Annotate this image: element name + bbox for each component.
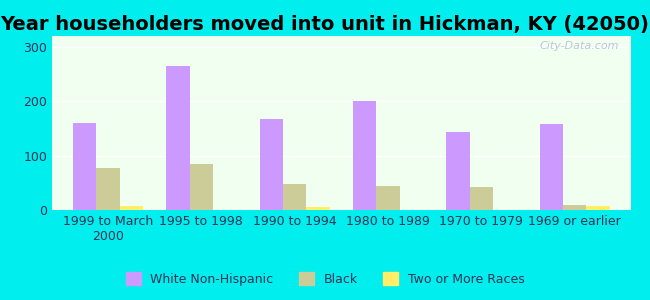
Bar xyxy=(259,118,283,210)
Bar xyxy=(166,66,190,210)
Bar xyxy=(120,206,143,210)
Text: City-Data.com: City-Data.com xyxy=(540,41,619,51)
Bar xyxy=(96,168,120,210)
Text: Year householders moved into unit in Hickman, KY (42050): Year householders moved into unit in Hic… xyxy=(1,15,649,34)
Bar xyxy=(446,132,469,210)
Bar xyxy=(190,164,213,210)
Bar xyxy=(283,184,306,210)
Bar xyxy=(563,205,586,210)
Bar xyxy=(469,187,493,210)
Bar xyxy=(376,185,400,210)
Bar xyxy=(353,101,376,210)
Bar xyxy=(586,206,610,210)
Bar xyxy=(306,207,330,210)
Bar xyxy=(540,124,563,210)
Legend: White Non-Hispanic, Black, Two or More Races: White Non-Hispanic, Black, Two or More R… xyxy=(120,267,530,291)
Bar xyxy=(73,123,96,210)
